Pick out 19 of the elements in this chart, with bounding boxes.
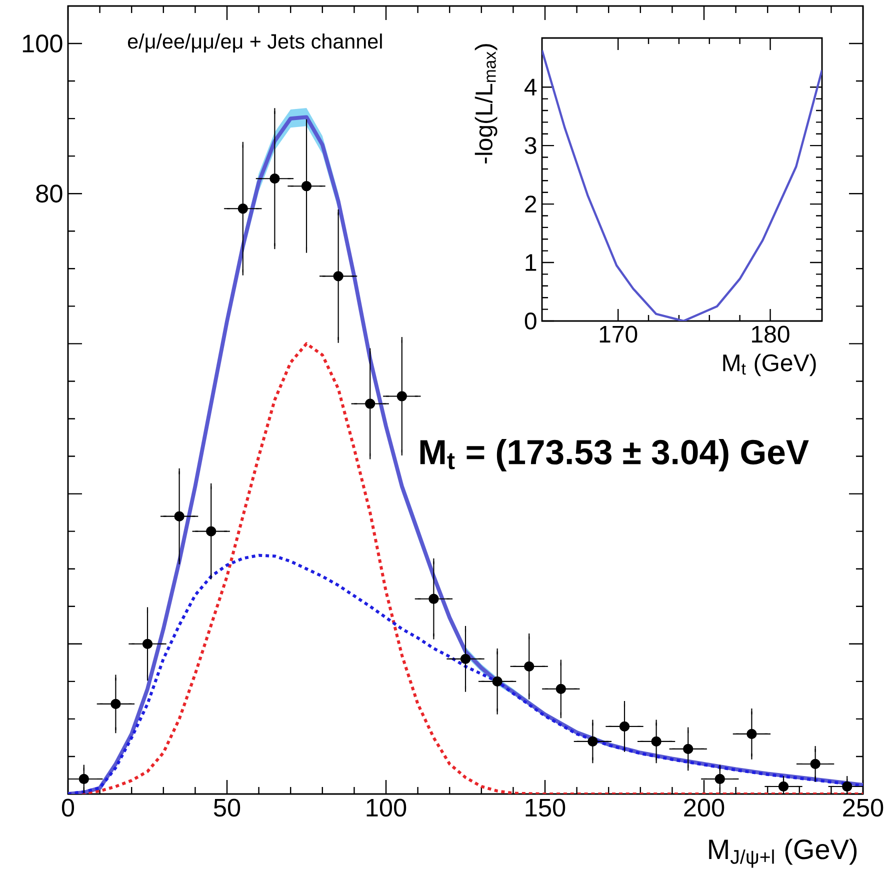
y-tick-label: 4 <box>524 78 537 96</box>
x-tick-label: 180 <box>752 326 790 343</box>
x-axis-title: M$_{t}$ (GeV) <box>723 354 816 376</box>
x-tick-label: 0 <box>62 798 74 817</box>
x-tick-label: 170 <box>600 326 638 343</box>
x-tick-label: 200 <box>684 798 724 817</box>
annotation: e/μ/ee/μμ/eμ + Jets channel <box>128 34 382 52</box>
x-tick-label: 250 <box>843 798 884 817</box>
x-tick-label: 100 <box>366 798 406 817</box>
y-tick-label: 0 <box>524 312 536 330</box>
y-axis-title: -log(L/L$_{max}$) <box>474 44 498 164</box>
x-tick-label: 150 <box>526 798 566 817</box>
x-axis-title: M$_{J/ψ+l}$ (GeV) <box>709 838 857 868</box>
y-tick-label: 80 <box>36 184 62 203</box>
annotation: M$_{t}$ = (173.53 ± 3.04) GeV <box>420 439 809 472</box>
y-tick-label: 2 <box>525 196 536 212</box>
x-tick-label: 50 <box>214 798 240 817</box>
y-tick-label: 1 <box>526 254 536 271</box>
y-tick-label: 3 <box>524 137 536 154</box>
